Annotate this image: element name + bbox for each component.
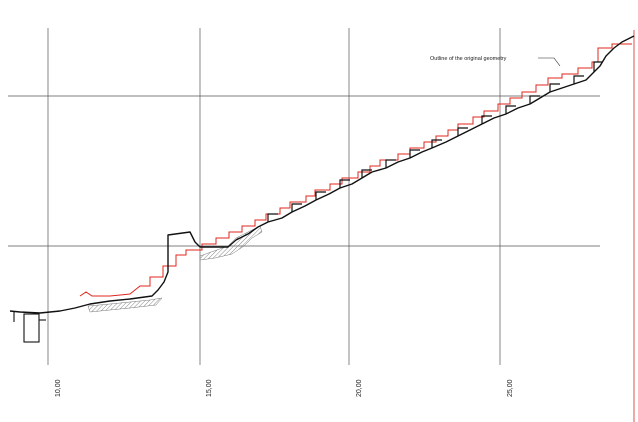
annotation-text: Outline of the original geometry <box>430 56 507 62</box>
left-structure <box>13 312 46 343</box>
reconstruction-line <box>79 43 632 297</box>
annotation-leader <box>538 57 561 67</box>
left-box <box>23 313 40 343</box>
hatched-fill <box>87 225 263 313</box>
axis-label-4: 25,00 <box>507 379 514 397</box>
axis-label-2: 15,00 <box>206 379 213 397</box>
grid <box>8 28 600 365</box>
hatch-area-2 <box>87 297 163 313</box>
axis-label-1: 10,00 <box>55 379 62 397</box>
original-outline <box>9 35 635 314</box>
outline-steps <box>267 61 602 222</box>
axis-label-3: 20,00 <box>356 379 363 397</box>
